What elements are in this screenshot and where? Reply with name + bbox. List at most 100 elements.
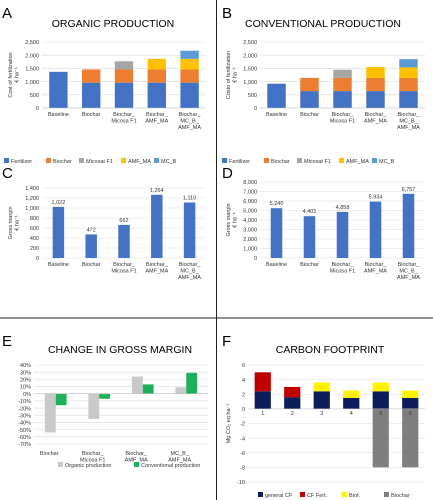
legend-label: AMF_MA <box>346 159 369 165</box>
bar-segment-general-cf <box>372 391 389 409</box>
y-tick-label: -60% <box>18 435 31 441</box>
x-tick-label: Biochar_ AMF_MA <box>364 262 387 275</box>
legend-swatch <box>4 158 9 163</box>
y-tick-label: 0 <box>254 106 257 112</box>
data-label: 1,264 <box>150 188 164 194</box>
y-tick-label: -10% <box>18 399 31 405</box>
chart-d: 0 1,000 2,000 3,000 4,000 5,000 6,000 7,000 8,00… <box>226 180 425 281</box>
x-tick-label: Biochar_ Micosa F1 <box>330 262 355 275</box>
legend-swatch <box>372 158 377 163</box>
y-axis-label-group: Gross margin€ ha⁻¹ <box>226 203 239 236</box>
y-tick-label: 5,000 <box>243 209 257 215</box>
bar-conventional-production <box>142 384 154 394</box>
y-axis-label: Gross margin€ ha⁻¹ <box>8 206 21 239</box>
legend-swatch <box>297 158 302 163</box>
bar-segment-cf-fert- <box>284 386 301 398</box>
legend-swatch <box>46 158 51 163</box>
y-tick-label: 30% <box>20 370 31 376</box>
y-tick-label: 0 <box>36 256 39 262</box>
bar-segment-biochar <box>180 69 199 83</box>
y-tick-label: 6,000 <box>243 199 257 205</box>
bar-segment-biochar <box>372 408 389 468</box>
x-tick-label: Biochar_ Micosa F1 <box>111 112 136 125</box>
bar-organic-production <box>44 393 56 433</box>
bar-segment-micosat-f1 <box>114 61 134 70</box>
bar-segment-fertilizer <box>147 82 166 108</box>
legend-label: Biochar <box>391 493 410 499</box>
legend-label: AMF_MA <box>128 159 151 165</box>
x-tick-label: MC_B_ AMF_MA <box>168 451 191 464</box>
bar-segment-biochar <box>147 69 166 83</box>
y-tick-label: -8 <box>240 466 245 472</box>
legend-label: Biochar <box>53 159 72 165</box>
bar-segment-biochar <box>300 77 319 92</box>
legend-swatch <box>134 462 139 467</box>
x-tick-label: Biochar_ MC_B_ AMF_MA <box>178 112 201 131</box>
legend-swatch <box>154 158 159 163</box>
bar <box>85 234 97 258</box>
x-tick-label: Baseline <box>266 112 287 118</box>
panel-letter-e: E <box>2 333 12 350</box>
y-tick-label: 1,000 <box>25 80 39 86</box>
data-label: 4,858 <box>336 205 350 211</box>
y-tick-label: 400 <box>30 236 39 242</box>
y-tick-label: 4 <box>242 378 245 384</box>
bar-segment-fertilizer <box>333 91 352 108</box>
legend-swatch <box>300 492 305 497</box>
y-axis-label-group: Mg CO₂ eq ha⁻¹ <box>226 404 232 444</box>
panel-letter-d: D <box>222 165 233 182</box>
y-tick-label: 1,200 <box>25 196 39 202</box>
bar-organic-production <box>88 393 100 419</box>
x-tick-label: Baseline <box>48 112 69 118</box>
bar-segment-biof- <box>372 382 389 392</box>
legend-label: Biof. <box>349 493 360 499</box>
x-tick-label: 4 <box>350 411 353 417</box>
legend-label: Fertilizer <box>11 159 32 165</box>
bar-segment-fertilizer <box>300 91 319 108</box>
bar-segment-biof- <box>313 382 330 392</box>
y-axis-label-group: Gross margin€ ha⁻¹ <box>8 206 21 239</box>
y-tick-label: 2,000 <box>25 53 39 59</box>
y-tick-label: 1,400 <box>25 186 39 192</box>
x-tick-label: Biochar <box>82 112 101 118</box>
y-tick-label: -6 <box>240 451 245 457</box>
bar-organic-production <box>131 376 143 394</box>
legend-swatch <box>121 158 126 163</box>
bar-segment-fertilizer <box>180 82 199 108</box>
bar-conventional-production <box>99 393 111 399</box>
x-tick-label: 6 <box>409 411 412 417</box>
panel-title-f: CARBON FOOTPRINT <box>276 344 385 356</box>
legend-swatch <box>264 158 269 163</box>
x-tick-label: Biochar <box>82 262 101 268</box>
y-tick-label: 500 <box>30 93 39 99</box>
x-tick-label: Biochar_ Micosa F1 <box>111 262 136 275</box>
y-tick-label: 20% <box>20 378 31 384</box>
bar-segment-fertilizer <box>49 71 68 108</box>
legend-label: Micosat F1 <box>304 159 331 165</box>
y-tick-label: 4,000 <box>243 218 257 224</box>
y-tick-label: 2 <box>242 392 245 398</box>
bar-organic-production <box>175 387 187 394</box>
y-tick-label: 1,500 <box>243 67 257 73</box>
bar-segment-general-cf <box>313 391 330 409</box>
x-tick-label: Biochar_ AMF_MA <box>145 112 168 125</box>
bar-segment-fertilizer <box>267 83 286 108</box>
bar-segment-general-cf <box>254 391 271 409</box>
y-tick-label: 3,000 <box>243 228 257 234</box>
chart-a: 0 500 1,000 1,500 2,000 2,500 Cost of fertiliz… <box>4 40 206 165</box>
bar-segment-amf-ma <box>147 58 166 70</box>
bar-segment-biochar <box>402 408 419 468</box>
y-tick-label: 0 <box>242 407 245 413</box>
bar-segment-cf-fert- <box>254 372 271 392</box>
y-tick-label: 6 <box>242 363 245 369</box>
panel-letter-c: C <box>2 165 13 182</box>
x-tick-label: Biochar_ AMF_MA <box>364 112 387 125</box>
y-axis-label-group: Costo of fertilization€ ha⁻¹ <box>226 51 239 99</box>
legend-swatch <box>384 492 389 497</box>
bar-segment-fertilizer <box>114 82 134 108</box>
panel-title-b: CONVENTIONAL PRODUCTION <box>245 18 401 30</box>
legend-label: MC_B <box>379 159 395 165</box>
y-tick-label: 0% <box>23 392 31 398</box>
y-tick-label: -10 <box>237 480 245 486</box>
